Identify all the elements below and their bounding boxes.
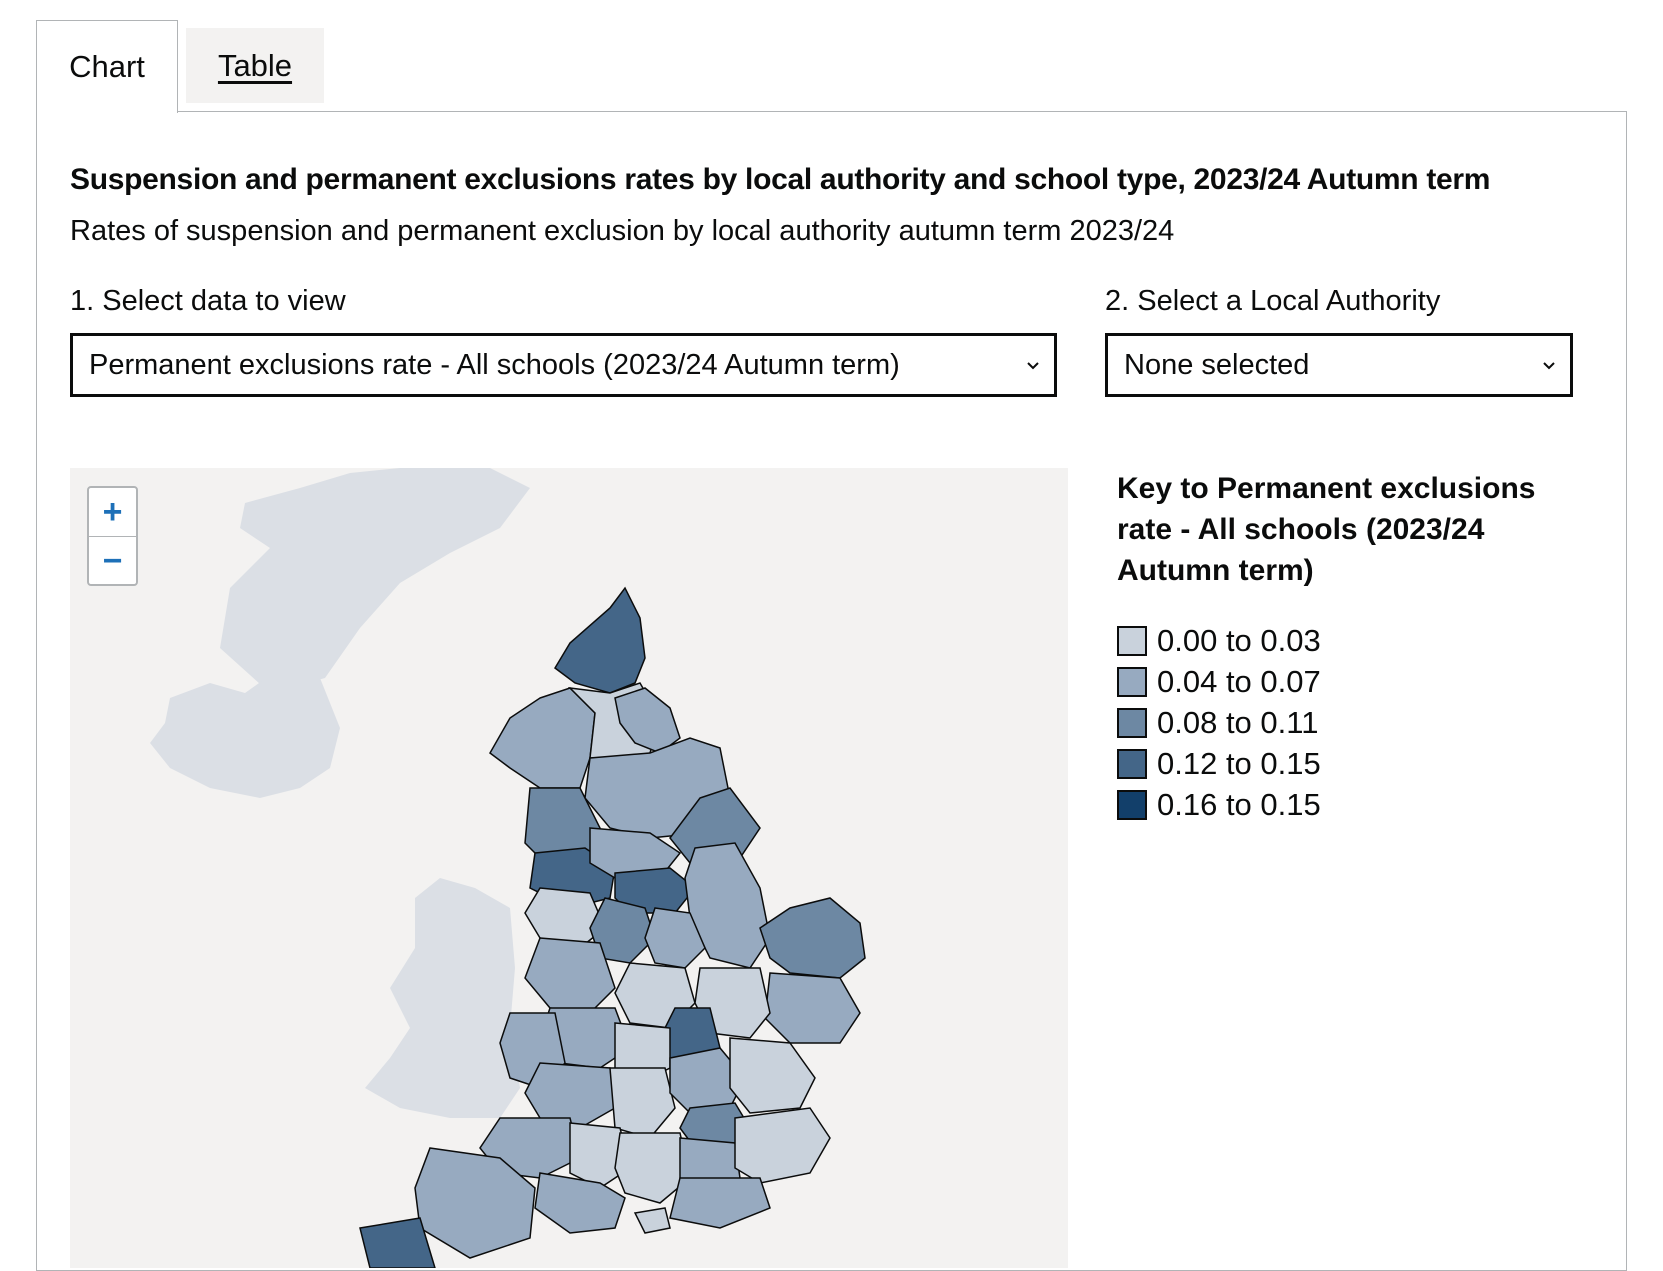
region-kent[interactable] — [734, 1107, 831, 1184]
key-swatch — [1117, 666, 1147, 697]
data-select-value: Permanent exclusions rate - All schools … — [89, 348, 900, 381]
region-isle-of-wight[interactable] — [633, 1207, 671, 1234]
map-canvas[interactable] — [70, 468, 1068, 1268]
key-label: 0.00 to 0.03 — [1157, 622, 1321, 658]
choropleth-map[interactable]: + − — [70, 468, 1068, 1268]
chevron-down-icon — [1543, 362, 1555, 370]
region-cornwall[interactable] — [359, 1217, 436, 1268]
key-item: 0.04 to 0.07 — [1117, 661, 1321, 702]
region-devon[interactable] — [414, 1147, 536, 1259]
key-swatch — [1117, 748, 1147, 779]
tab-chart[interactable]: Chart — [36, 20, 178, 113]
key-item: 0.16 to 0.15 — [1117, 784, 1321, 825]
la-select-label: 2. Select a Local Authority — [1105, 285, 1441, 317]
key-label: 0.16 to 0.15 — [1157, 786, 1321, 822]
map-key: 0.00 to 0.03 0.04 to 0.07 0.08 to 0.11 0… — [1117, 620, 1321, 825]
zoom-out-button[interactable]: − — [102, 541, 123, 580]
chevron-down-icon — [1027, 362, 1039, 370]
northern-ireland-landmass — [150, 668, 340, 798]
key-swatch — [1117, 789, 1147, 820]
wales-landmass — [365, 878, 520, 1118]
region-dorset[interactable] — [534, 1172, 626, 1234]
region-northumberland[interactable] — [554, 586, 646, 694]
key-swatch — [1117, 707, 1147, 738]
data-select-label: 1. Select data to view — [70, 285, 346, 317]
data-select[interactable]: Permanent exclusions rate - All schools … — [70, 333, 1057, 397]
key-label: 0.08 to 0.11 — [1157, 704, 1319, 740]
key-item: 0.12 to 0.15 — [1117, 743, 1321, 784]
region-cumbria[interactable] — [489, 687, 596, 789]
region-hampshire[interactable] — [614, 1132, 691, 1204]
tab-table[interactable]: Table — [186, 28, 324, 103]
tab-list: Chart Table — [36, 20, 1628, 113]
region-norfolk[interactable] — [759, 897, 866, 979]
region-oxfordshire[interactable] — [609, 1067, 676, 1139]
scotland-landmass — [220, 468, 530, 693]
key-swatch — [1117, 625, 1147, 656]
la-select-value: None selected — [1124, 348, 1310, 381]
chart-title: Suspension and permanent exclusions rate… — [70, 163, 1491, 196]
key-item: 0.08 to 0.11 — [1117, 702, 1321, 743]
chart-subtitle: Rates of suspension and permanent exclus… — [70, 215, 1175, 247]
region-staffordshire[interactable] — [524, 937, 616, 1014]
zoom-control: + − — [87, 486, 138, 586]
la-select[interactable]: None selected — [1105, 333, 1573, 397]
region-wiltshire[interactable] — [569, 1122, 631, 1189]
region-essex[interactable] — [729, 1037, 816, 1114]
map-key-title: Key to Permanent exclusions rate - All s… — [1117, 472, 1536, 587]
key-label: 0.12 to 0.15 — [1157, 745, 1321, 781]
key-label: 0.04 to 0.07 — [1157, 663, 1321, 699]
zoom-in-button[interactable]: + — [89, 488, 136, 537]
region-sussex[interactable] — [669, 1177, 771, 1229]
key-item: 0.00 to 0.03 — [1117, 620, 1321, 661]
region-suffolk[interactable] — [764, 972, 861, 1044]
